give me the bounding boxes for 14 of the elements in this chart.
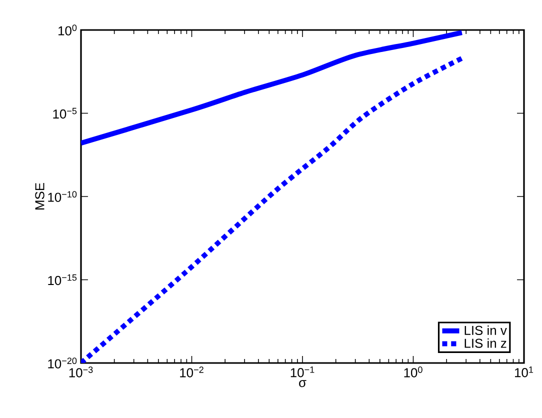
y-tick-label: 10$^{0}$ xyxy=(58,24,77,36)
y-tick-label: 10$^{−5}$ xyxy=(53,108,77,119)
legend-label: LIS in z xyxy=(464,338,506,348)
y-tick-label: 10$^{−10}$ xyxy=(48,191,77,202)
x-tick-label: 10$^{0}$ xyxy=(404,366,422,378)
x-tick-label: 10$^{−2}$ xyxy=(180,366,204,378)
legend-label: LIS in v xyxy=(464,325,507,335)
x-tick-label: 10$^{1}$ xyxy=(515,366,534,378)
x-axis-title: σ xyxy=(299,380,306,388)
y-tick-label: 10$^{−15}$ xyxy=(48,274,77,286)
y-tick-label: 10$^{−20}$ xyxy=(48,358,77,368)
x-tick-label: 10$^{−1}$ xyxy=(290,366,314,378)
x-tick-label: 10$^{−3}$ xyxy=(69,366,93,378)
y-axis-title: MSE xyxy=(35,183,44,210)
